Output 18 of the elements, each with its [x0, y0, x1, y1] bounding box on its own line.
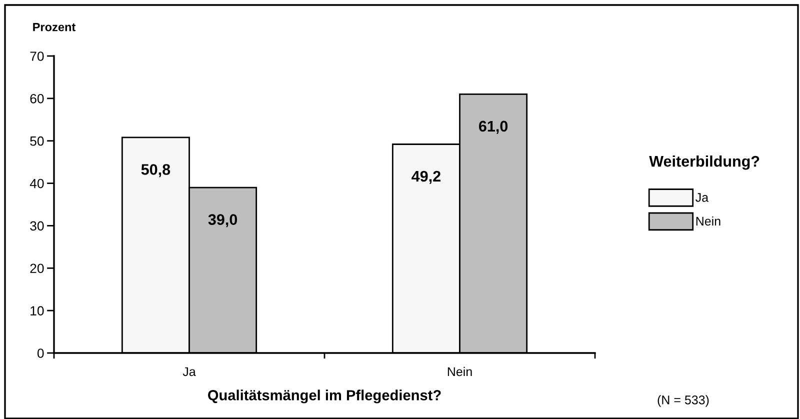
legend-title: Weiterbildung? [649, 155, 760, 170]
y-tick-label: 10 [30, 306, 44, 316]
y-tick-label: 20 [30, 264, 44, 274]
y-tick-label: 70 [30, 52, 44, 61]
y-tick-label: 50 [30, 136, 44, 146]
x-axis-title: Qualitätsmängel im Pflegedienst? [208, 390, 441, 404]
text: (N = 533) [658, 395, 709, 407]
legend-label: Nein [696, 216, 720, 226]
data-label: 61,0 [478, 120, 508, 134]
y-tick-label: 30 [30, 221, 44, 231]
y-tick-label: 60 [30, 94, 44, 104]
y-axis-title: Prozent [33, 23, 76, 32]
y-tick-label: 40 [30, 178, 44, 188]
data-label: 49,2 [412, 170, 440, 184]
data-label: 50,8 [141, 164, 170, 178]
data-label: 39,0 [208, 214, 238, 228]
legend-label: Ja [696, 193, 709, 202]
y-tick-label: 0 [37, 348, 44, 358]
